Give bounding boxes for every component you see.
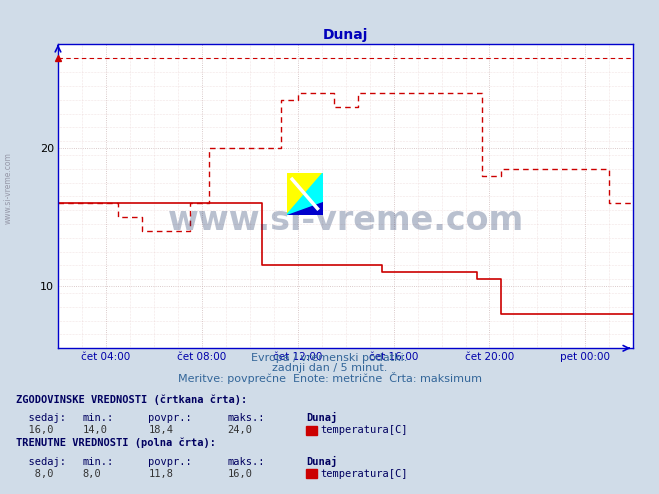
- Text: sedaj:: sedaj:: [16, 457, 67, 467]
- Text: Meritve: povprečne  Enote: metrične  Črta: maksimum: Meritve: povprečne Enote: metrične Črta:…: [177, 372, 482, 384]
- Text: sedaj:: sedaj:: [16, 413, 67, 423]
- Text: 8,0: 8,0: [82, 469, 101, 479]
- Polygon shape: [287, 173, 323, 215]
- Text: 24,0: 24,0: [227, 425, 252, 435]
- Text: 11,8: 11,8: [148, 469, 173, 479]
- Text: TRENUTNE VREDNOSTI (polna črta):: TRENUTNE VREDNOSTI (polna črta):: [16, 438, 216, 448]
- Polygon shape: [287, 203, 323, 215]
- Text: povpr.:: povpr.:: [148, 457, 192, 467]
- Text: temperatura[C]: temperatura[C]: [320, 425, 408, 435]
- Text: 8,0: 8,0: [16, 469, 54, 479]
- Text: 18,4: 18,4: [148, 425, 173, 435]
- Text: maks.:: maks.:: [227, 457, 265, 467]
- Text: min.:: min.:: [82, 457, 113, 467]
- Text: www.si-vreme.com: www.si-vreme.com: [3, 152, 13, 224]
- Text: Dunaj: Dunaj: [306, 412, 337, 423]
- Text: ZGODOVINSKE VREDNOSTI (črtkana črta):: ZGODOVINSKE VREDNOSTI (črtkana črta):: [16, 394, 248, 405]
- Text: povpr.:: povpr.:: [148, 413, 192, 423]
- Title: Dunaj: Dunaj: [323, 28, 368, 42]
- Text: min.:: min.:: [82, 413, 113, 423]
- Text: Dunaj: Dunaj: [306, 456, 337, 467]
- Text: www.si-vreme.com: www.si-vreme.com: [167, 204, 524, 237]
- Text: 16,0: 16,0: [227, 469, 252, 479]
- Text: Evropa / vremenski podatki.: Evropa / vremenski podatki.: [251, 353, 408, 363]
- Text: temperatura[C]: temperatura[C]: [320, 469, 408, 479]
- Text: maks.:: maks.:: [227, 413, 265, 423]
- Text: 14,0: 14,0: [82, 425, 107, 435]
- Polygon shape: [287, 173, 323, 215]
- Text: 16,0: 16,0: [16, 425, 54, 435]
- Text: zadnji dan / 5 minut.: zadnji dan / 5 minut.: [272, 364, 387, 373]
